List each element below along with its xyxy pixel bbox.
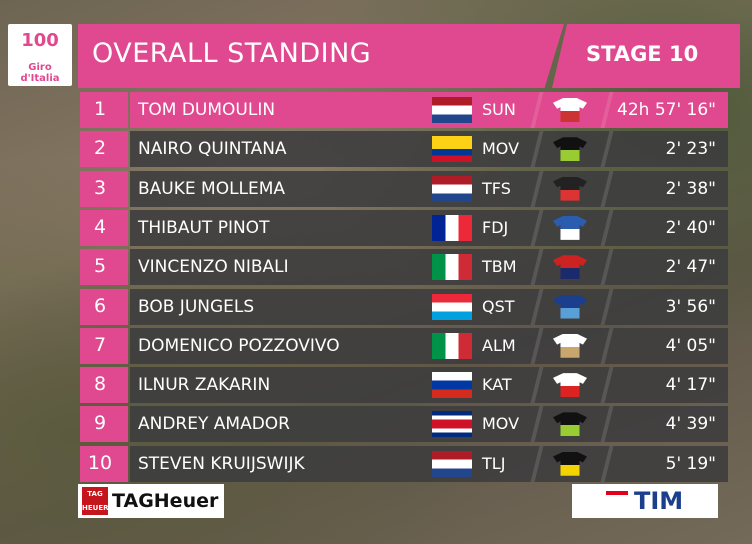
rank-background — [80, 406, 128, 443]
rank: 6 — [93, 294, 107, 317]
rank: 5 — [93, 255, 107, 278]
team-code: KAT — [482, 375, 512, 395]
flag — [432, 293, 472, 320]
sponsor-name: TAGHeuer — [112, 490, 219, 512]
rank: 4 — [93, 215, 107, 238]
rank-background — [80, 249, 128, 286]
time: 2' 40" — [665, 217, 716, 238]
rank-background — [80, 209, 128, 246]
rider-name: THIBAUT PINOT — [138, 217, 270, 238]
rank: 8 — [93, 373, 107, 396]
sponsor-name: TIM — [634, 487, 684, 515]
row-background — [130, 249, 728, 286]
title-bar — [78, 24, 564, 88]
row-background — [130, 170, 728, 207]
flag — [432, 372, 472, 399]
time: 4' 39" — [665, 414, 716, 435]
row-background — [130, 445, 728, 482]
rider-name: BOB JUNGELS — [138, 296, 255, 317]
rank-background — [80, 445, 128, 482]
rank: 7 — [93, 333, 107, 356]
row-background — [130, 131, 728, 168]
rank: 9 — [93, 412, 107, 435]
flag — [432, 175, 472, 202]
rank-background — [80, 131, 128, 168]
stage-label: STAGE 10 — [586, 42, 699, 66]
flag — [432, 450, 472, 477]
team-code: MOV — [482, 139, 520, 159]
rider-name: ILNUR ZAKARIN — [138, 375, 271, 396]
rank-background — [80, 170, 128, 207]
team-code: ALM — [482, 335, 516, 355]
rider-name: STEVEN KRUIJSWIJK — [138, 453, 305, 474]
rank-background — [80, 327, 128, 364]
row-background — [130, 327, 728, 364]
time: 2' 47" — [665, 257, 716, 278]
team-code: QST — [482, 296, 515, 316]
rank: 10 — [87, 451, 113, 474]
team-code: MOV — [482, 414, 520, 434]
rank-background — [80, 367, 128, 404]
rider-name: BAUKE MOLLEMA — [138, 178, 286, 199]
time: 4' 17" — [665, 375, 716, 396]
team-code: FDJ — [482, 217, 509, 237]
rank: 3 — [93, 176, 107, 199]
race-logo: 100 Giro d'Italia — [8, 24, 72, 86]
rank: 1 — [93, 98, 107, 120]
row-background — [130, 288, 728, 325]
sponsor-tag: TAG HEUER TAGHeuer — [78, 484, 224, 518]
flag — [432, 254, 472, 281]
team-code: TFS — [482, 178, 511, 198]
time: 42h 57' 16" — [617, 100, 716, 120]
rider-name: NAIRO QUINTANA — [138, 139, 287, 160]
logo-number: 100 — [21, 30, 59, 51]
time: 2' 38" — [665, 178, 716, 199]
team-code: SUN — [482, 100, 516, 119]
rider-name: DOMENICO POZZOVIVO — [138, 335, 340, 356]
logo-text: Giro d'Italia — [20, 62, 60, 84]
row-background — [130, 406, 728, 443]
rider-name: VINCENZO NIBALI — [138, 257, 289, 278]
row-background — [130, 367, 728, 404]
sponsor-tim: TIM — [572, 484, 718, 518]
stage-bar — [552, 24, 740, 88]
rank-background — [80, 288, 128, 325]
rank-background — [80, 92, 128, 128]
time: 5' 19" — [665, 453, 716, 474]
rider-name: ANDREY AMADOR — [138, 414, 290, 435]
title: OVERALL STANDING — [92, 38, 372, 69]
rank: 2 — [93, 137, 107, 160]
flag — [432, 136, 472, 163]
tim-mark — [606, 491, 628, 511]
time: 4' 05" — [665, 335, 716, 356]
flag — [432, 214, 472, 241]
flag — [432, 411, 472, 438]
team-code: TLJ — [482, 453, 506, 473]
flag — [432, 332, 472, 359]
team-code: TBM — [482, 257, 517, 277]
rider-name: TOM DUMOULIN — [138, 100, 276, 120]
sponsor-badge: TAG HEUER — [82, 487, 109, 515]
time: 3' 56" — [665, 296, 716, 317]
row-background — [130, 92, 728, 128]
time: 2' 23" — [665, 139, 716, 160]
row-background — [130, 209, 728, 246]
flag — [432, 97, 472, 123]
